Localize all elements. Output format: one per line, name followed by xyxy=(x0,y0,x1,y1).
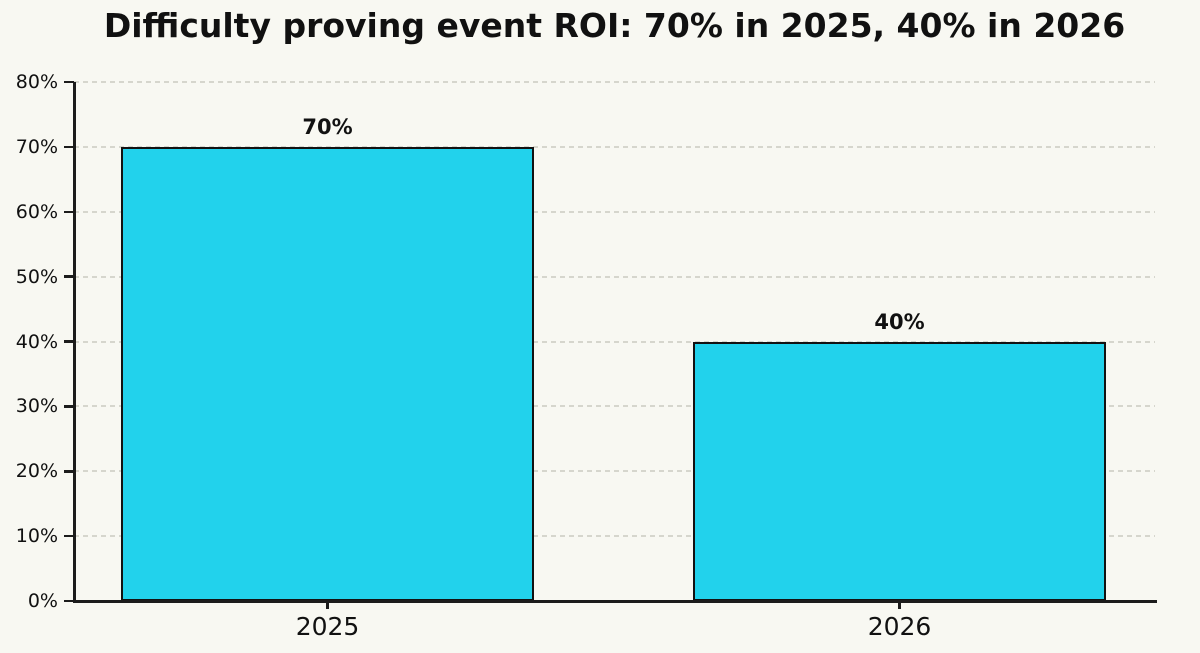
y-tick xyxy=(64,145,74,149)
y-tick-label: 70% xyxy=(15,135,58,158)
y-tick xyxy=(64,599,74,603)
x-axis-line xyxy=(72,599,1157,603)
y-tick-label: 30% xyxy=(15,395,58,418)
y-tick xyxy=(64,340,74,343)
y-gridline xyxy=(74,210,1155,213)
y-gridline xyxy=(74,340,1155,343)
y-tick xyxy=(64,470,74,473)
y-axis-line xyxy=(72,82,76,603)
y-tick-label: 40% xyxy=(15,330,58,353)
y-tick-label: 60% xyxy=(15,200,58,223)
x-tick xyxy=(898,601,901,609)
y-tick xyxy=(64,210,74,213)
y-tick xyxy=(64,275,74,278)
y-gridline xyxy=(74,81,1155,83)
y-tick xyxy=(64,405,74,408)
bar-2026 xyxy=(693,341,1106,601)
y-tick xyxy=(64,534,74,538)
x-category-label: 2025 xyxy=(295,612,360,641)
y-tick-label: 0% xyxy=(27,590,58,612)
bar-value-label: 40% xyxy=(874,309,925,334)
y-gridline xyxy=(74,405,1155,408)
y-tick-label: 20% xyxy=(15,460,58,483)
y-gridline xyxy=(74,275,1155,278)
y-tick-label: 10% xyxy=(15,525,58,548)
y-gridline xyxy=(74,145,1155,148)
y-tick-label: 50% xyxy=(15,265,58,288)
plot-area: 0% 10% 20% 30% 40% 50% 60% 70% 80% 70% 2025 40% 2026 xyxy=(16,71,1157,641)
bar-value-label: 70% xyxy=(302,114,353,139)
y-tick-label: 80% xyxy=(15,71,58,93)
x-category-label: 2026 xyxy=(867,612,932,641)
chart-title: Difficulty proving event ROI: 70% in 202… xyxy=(103,6,1126,45)
bar-2025 xyxy=(121,146,534,601)
y-tick xyxy=(64,80,74,84)
y-gridline xyxy=(74,470,1155,473)
x-tick xyxy=(326,601,329,609)
y-gridline xyxy=(74,535,1155,538)
